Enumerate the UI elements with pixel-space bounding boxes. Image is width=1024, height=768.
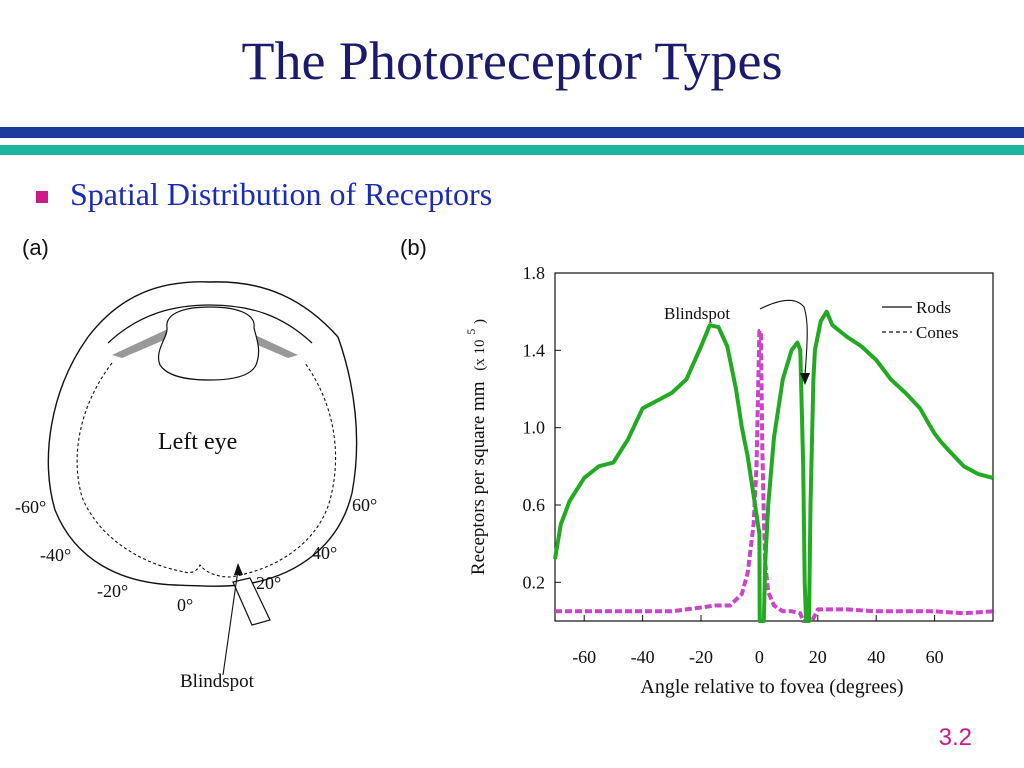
legend-rods-label: Rods [916,298,951,317]
x-tick-label: -60 [572,647,596,667]
receptor-density-chart: (b) 0.2 0.6 1.0 1.4 1.8 -60 -40 -20 0 20 40 60 Rod… [400,235,994,698]
panel-b-label: (b) [400,235,427,260]
y-axis-title-main: Receptors per square mm [468,381,489,575]
angle-label-20: 20° [256,573,281,593]
cornea-inner [107,304,313,344]
angle-label-minus-40: -40° [40,545,71,565]
y-axis-title: Receptors per square mm (x 10 5 ) [459,319,489,575]
eye-diagram: (a) Left eye Blindspot -60° -40° -20° 0°… [15,235,377,692]
blindspot-annotation-curve [759,299,808,378]
y-tick-label: 1.4 [523,340,546,360]
y-axis-title-close: ) [472,319,488,324]
y-tick-label: 0.6 [523,495,546,515]
panel-a-label: (a) [22,235,49,260]
angle-label-40: 40° [312,543,337,563]
title-divider-teal [0,145,1024,155]
blindspot-arrowhead-icon [234,563,243,575]
bullet-item: Spatial Distribution of Receptors [36,176,492,213]
y-axis: 0.2 0.6 1.0 1.4 1.8 [523,263,561,592]
x-axis-title: Angle relative to fovea (degrees) [640,676,903,698]
cornea [87,281,339,338]
lens [158,306,260,381]
blindspot-label-a: Blindspot [180,671,255,692]
x-tick-label: 40 [867,647,885,667]
y-tick-label: 1.0 [523,418,546,438]
y-axis-title-unit: (x 10 [472,339,488,370]
bullet-text: Spatial Distribution of Receptors [70,176,493,212]
x-tick-label: 20 [809,647,827,667]
angle-label-0: 0° [177,595,193,615]
angle-label-minus-20: -20° [97,581,128,601]
optic-nerve [232,577,271,626]
title-divider-blue [0,127,1024,138]
blindspot-label-b: Blindspot [664,304,730,323]
iris-left [112,328,176,358]
page-number: 3.2 [938,724,972,751]
x-tick-label: 0 [755,647,764,667]
x-tick-label: -20 [689,647,713,667]
angle-label-60: 60° [352,495,377,515]
y-axis-title-exponent: 5 [464,329,478,335]
y-tick-label: 0.2 [523,572,546,592]
x-axis: -60 -40 -20 0 20 40 60 [572,615,944,667]
legend-cones-label: Cones [916,323,959,342]
bullet-square-icon [36,190,48,203]
retina [76,362,337,578]
x-tick-label: -40 [631,647,655,667]
sclera-outer [47,336,358,587]
eye-label: Left eye [158,429,237,455]
blindspot-pointer [222,569,239,676]
series-line-rods [553,309,994,623]
blindspot-annotation-arrowhead-icon [800,373,810,385]
series-layer [553,309,994,623]
series-line-cones [555,329,994,623]
slide-title: The Photoreceptor Types [241,31,783,91]
legend: Rods Cones [882,298,959,342]
x-tick-label: 60 [926,647,944,667]
y-tick-label: 1.8 [523,263,546,283]
angle-label-minus-60: -60° [15,497,46,517]
